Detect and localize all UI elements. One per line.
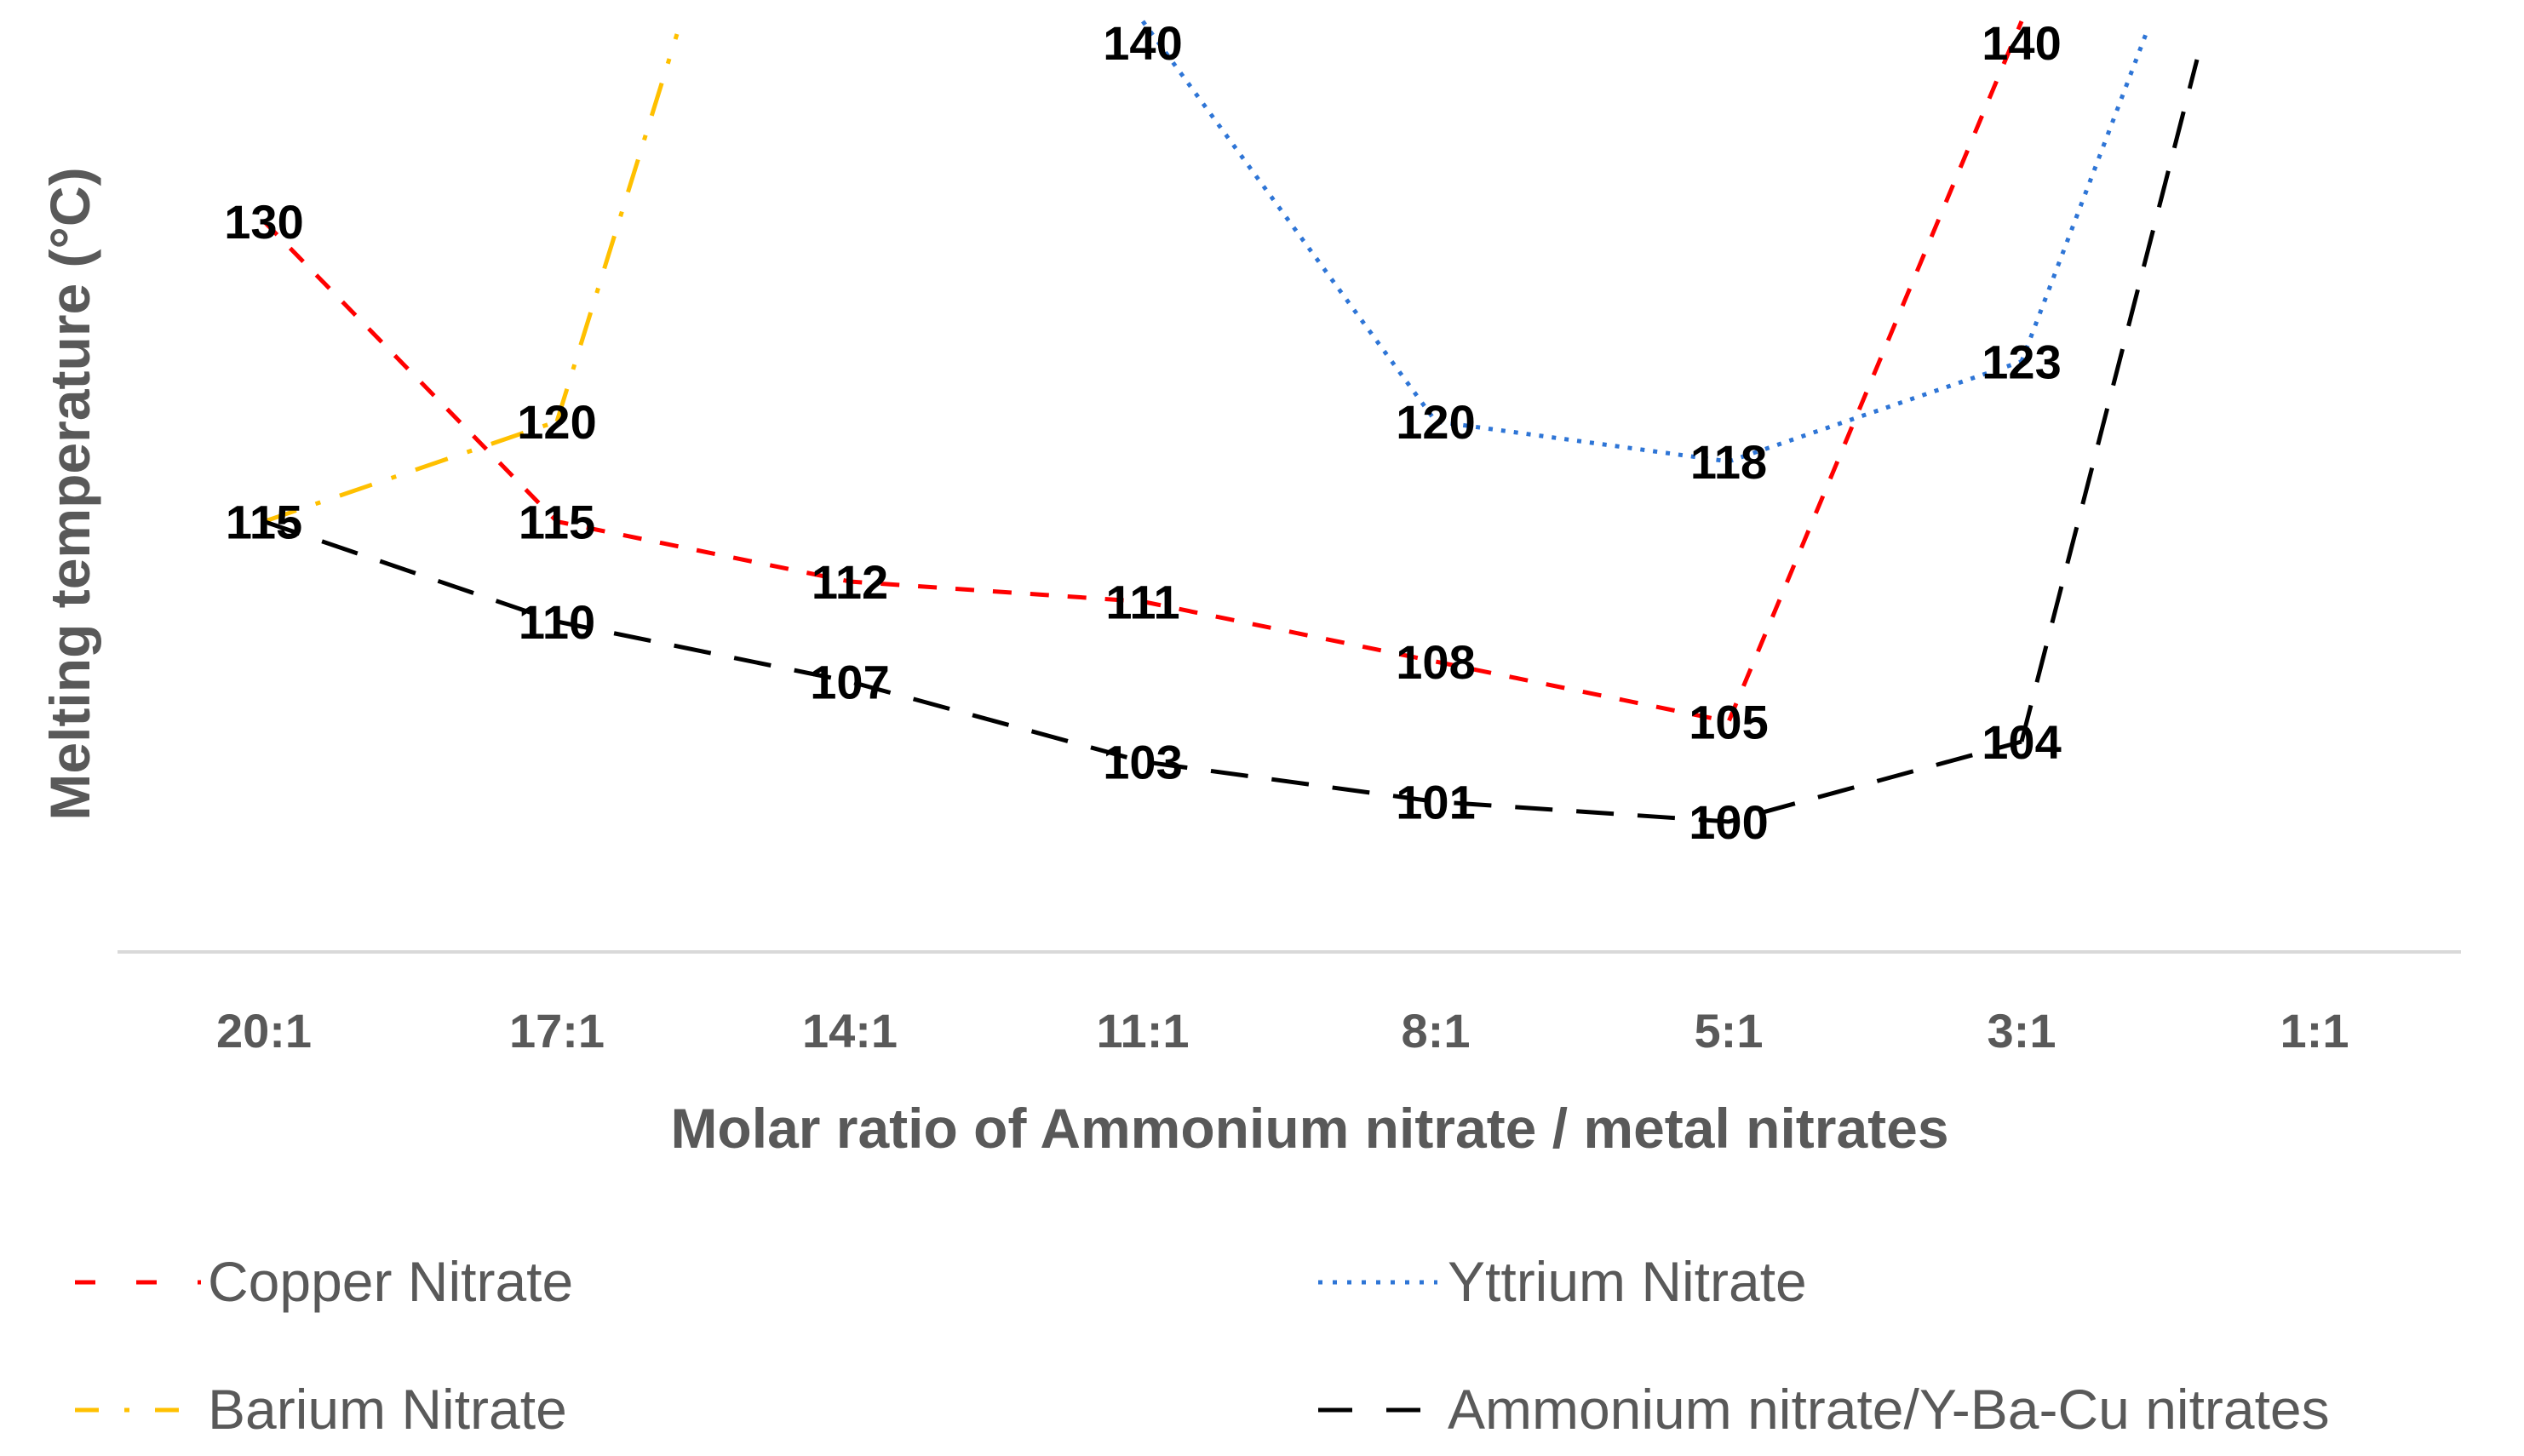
data-label: 118 — [1690, 435, 1767, 489]
data-label: 105 — [1689, 696, 1768, 749]
x-tick-label: 11:1 — [1097, 1004, 1190, 1058]
data-label: 115 — [519, 496, 595, 549]
x-tick-label: 1:1 — [2280, 1004, 2349, 1058]
x-tick-label: 8:1 — [1402, 1004, 1471, 1058]
legend: Copper Nitrate Yttrium Nitrate Barium Ni… — [75, 1250, 2330, 1441]
data-label: 110 — [519, 595, 595, 649]
legend-label-ammonium: Ammonium nitrate/Y-Ba-Cu nitrates — [1448, 1378, 2330, 1441]
x-tick-label: 17:1 — [509, 1004, 605, 1058]
series-extension — [2019, 59, 2200, 742]
series-extension — [2019, 33, 2148, 363]
series-line — [262, 20, 2024, 725]
series-lines — [262, 20, 2024, 824]
series-line — [263, 519, 2022, 824]
legend-label-yttrium: Yttrium Nitrate — [1448, 1250, 1807, 1313]
legend-item-barium[interactable]: Barium Nitrate — [75, 1378, 567, 1441]
data-label: 112 — [812, 555, 888, 609]
data-label: 140 — [1103, 16, 1182, 70]
data-labels: 130 115 112 111 108 105 140 140 120 118 123 120 115 1… — [224, 16, 2061, 849]
data-label: 130 — [224, 195, 303, 249]
data-label: 120 — [517, 395, 596, 449]
x-tick-label: 3:1 — [1988, 1004, 2056, 1058]
data-label: 120 — [1396, 395, 1475, 449]
x-tick-labels: 20:1 17:1 14:1 11:1 8:1 5:1 3:1 1:1 — [216, 1004, 2349, 1058]
legend-item-copper[interactable]: Copper Nitrate — [75, 1250, 573, 1313]
data-label: 111 — [1105, 576, 1179, 629]
data-label: 101 — [1396, 776, 1475, 829]
data-label: 103 — [1103, 736, 1182, 789]
data-label: 140 — [1982, 16, 2061, 70]
x-tick-label: 20:1 — [216, 1004, 312, 1058]
data-label: 104 — [1982, 715, 2061, 769]
data-label: 108 — [1396, 635, 1475, 689]
series-line — [1140, 20, 2022, 464]
data-label: 123 — [1982, 335, 2061, 389]
y-axis-title: Melting temperature (°C) — [38, 167, 101, 820]
x-tick-label: 14:1 — [802, 1004, 898, 1058]
legend-label-barium: Barium Nitrate — [208, 1378, 567, 1441]
data-label: 107 — [810, 656, 889, 709]
x-tick-label: 5:1 — [1695, 1004, 1764, 1058]
legend-item-yttrium[interactable]: Yttrium Nitrate — [1318, 1250, 1807, 1313]
legend-label-copper: Copper Nitrate — [208, 1250, 573, 1313]
series-extensions — [554, 33, 2200, 742]
data-label: 100 — [1689, 795, 1768, 849]
x-axis-title: Molar ratio of Ammonium nitrate / metal … — [670, 1097, 1948, 1160]
legend-item-ammonium[interactable]: Ammonium nitrate/Y-Ba-Cu nitrates — [1318, 1378, 2330, 1441]
series-extension — [554, 33, 680, 422]
data-label: 115 — [226, 496, 302, 549]
series-line — [263, 419, 558, 524]
